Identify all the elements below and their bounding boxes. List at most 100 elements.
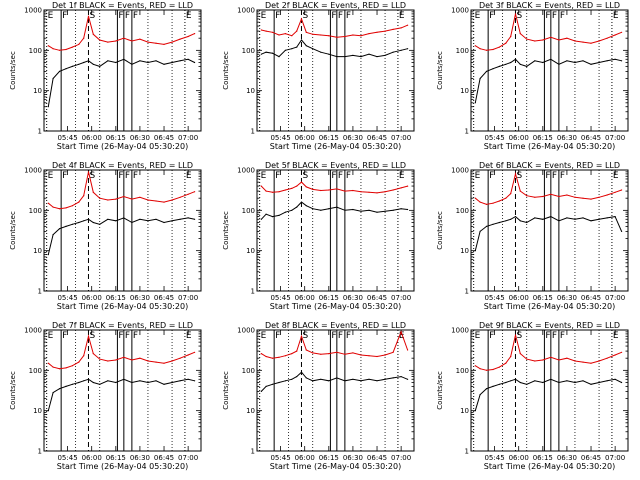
series-point — [71, 365, 73, 367]
series-point — [614, 378, 616, 380]
series-point — [271, 216, 274, 218]
marker-label: S — [516, 171, 522, 181]
series-point — [574, 218, 576, 220]
series-point — [296, 185, 298, 187]
x-tick-label: 06:45 — [367, 294, 387, 302]
series-point — [534, 217, 536, 219]
series-point — [87, 15, 90, 17]
series-events-line — [474, 378, 622, 411]
x-tick-label: 06:30 — [557, 454, 577, 462]
series-point — [614, 58, 616, 60]
detector-panel: Det 5f BLACK = Events, RED = LLD E F S F F F E 1… — [213, 160, 426, 320]
x-tick-label: 05:45 — [270, 294, 290, 302]
x-tick-label: 07:00 — [605, 294, 625, 302]
series-point — [505, 220, 507, 222]
series-point — [336, 56, 338, 58]
series-point — [305, 45, 307, 47]
series-point — [336, 377, 338, 379]
series-point — [291, 378, 293, 380]
series-point — [590, 63, 592, 65]
series-point — [179, 196, 181, 198]
series-point — [360, 56, 362, 58]
x-tick-label: 06:00 — [295, 454, 315, 462]
plot-frame — [256, 329, 415, 452]
x-tick-label: 05:45 — [57, 294, 77, 302]
x-tick-label: 05:45 — [270, 454, 290, 462]
y-tick-label: 100 — [29, 367, 42, 375]
series-point — [479, 368, 481, 370]
series-point — [179, 380, 181, 382]
series-point — [123, 58, 125, 60]
series-point — [566, 60, 568, 62]
series-point — [320, 34, 322, 36]
series-point — [606, 380, 608, 382]
series-point — [510, 35, 512, 38]
series-point — [526, 358, 528, 360]
series-point — [360, 354, 362, 356]
series-point — [99, 65, 101, 67]
series-point — [179, 38, 181, 40]
series-point — [171, 41, 173, 43]
series-point — [505, 42, 507, 44]
series-point — [291, 353, 293, 355]
marker-label: F — [331, 331, 336, 341]
y-axis-label: Counts/sec — [222, 51, 230, 90]
series-point — [328, 53, 330, 55]
series-point — [271, 383, 274, 385]
marker-label: F — [560, 331, 565, 341]
x-axis-label: Start Time (26-May-04 05:30:20) — [270, 462, 401, 471]
chart-title: Det 9f BLACK = Events, RED = LLD — [479, 321, 620, 330]
x-tick-label: 06:15 — [106, 134, 126, 142]
x-tick-label: 05:45 — [484, 454, 504, 462]
x-tick-label: 06:45 — [581, 454, 601, 462]
series-point — [550, 356, 552, 358]
series-lld-line — [47, 171, 195, 210]
series-point — [492, 68, 494, 70]
series-lld-line — [475, 334, 622, 371]
x-tick-label: 06:30 — [343, 454, 363, 462]
series-point — [278, 34, 280, 36]
x-tick-label: 06:00 — [295, 294, 315, 302]
y-axis-label: Counts/sec — [436, 371, 444, 410]
series-point — [492, 385, 494, 387]
series-point — [510, 61, 512, 64]
series-point — [479, 230, 481, 232]
series-point — [65, 68, 67, 70]
y-axis-label: Counts/sec — [9, 371, 17, 410]
series-point — [526, 38, 528, 40]
series-point — [83, 220, 85, 222]
series-point — [107, 41, 109, 43]
series-point — [376, 192, 378, 194]
marker-label: E — [186, 171, 192, 181]
series-point — [300, 371, 303, 373]
series-point — [284, 380, 286, 382]
y-tick-label: 1000 — [237, 167, 255, 175]
series-point — [123, 356, 125, 358]
series-point — [384, 354, 386, 356]
y-axis-label: Counts/sec — [9, 51, 17, 90]
series-point — [147, 381, 149, 384]
series-point — [278, 381, 280, 384]
series-lld-line — [475, 13, 622, 51]
series-point — [492, 48, 494, 51]
series-point — [566, 357, 568, 359]
x-tick-label: 05:45 — [57, 454, 77, 462]
series-point — [78, 361, 80, 363]
series-point — [278, 191, 280, 193]
series-point — [328, 380, 330, 382]
y-tick-label: 100 — [29, 207, 42, 215]
marker-label: S — [516, 11, 522, 21]
series-point — [171, 220, 173, 222]
marker-label: E — [475, 331, 481, 341]
series-point — [479, 394, 481, 396]
y-tick-label: 100 — [242, 207, 255, 215]
series-point — [265, 213, 267, 215]
series-point — [291, 187, 293, 189]
series-point — [336, 206, 338, 208]
marker-label: F — [338, 171, 343, 181]
series-point — [485, 369, 488, 371]
series-point — [485, 49, 488, 51]
series-point — [139, 38, 141, 40]
series-point — [284, 49, 286, 51]
